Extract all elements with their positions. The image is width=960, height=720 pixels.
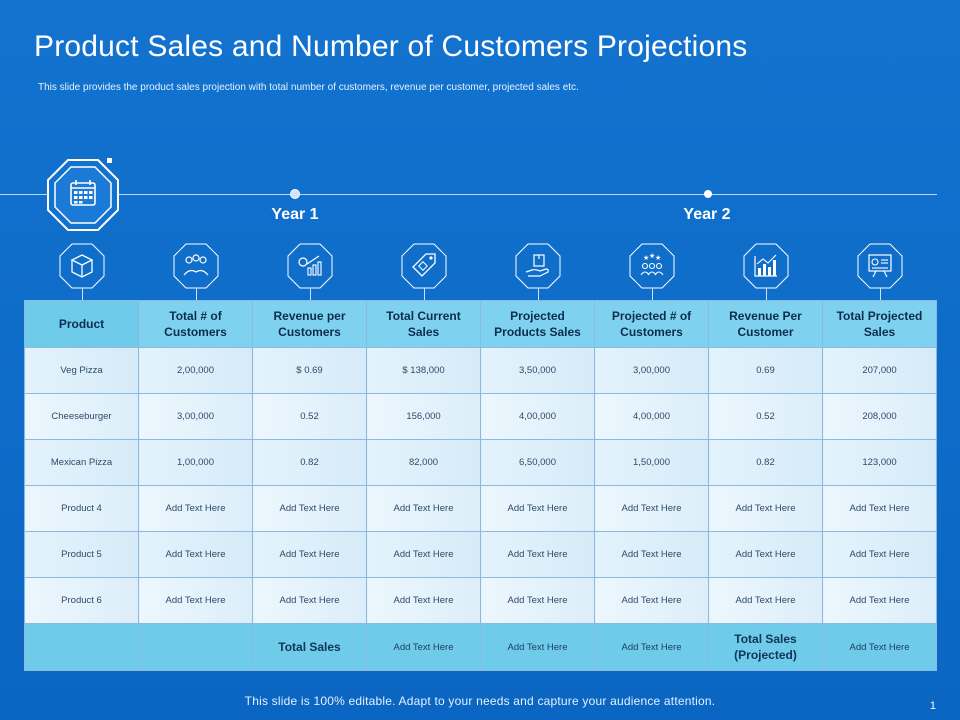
header-revenue-per-customers: Revenue per Customers: [252, 300, 367, 348]
table-cell: 0.52: [252, 393, 367, 440]
table-cell: 3,50,000: [480, 347, 595, 394]
header-projected-products-sales: Projected Products Sales: [480, 300, 595, 348]
header-product: Product: [24, 300, 139, 348]
table-cell: Product 4: [24, 485, 139, 532]
table-cell: Add Text Here: [138, 531, 253, 578]
svg-text:★: ★: [649, 252, 655, 260]
table-row: Cheeseburger 3,00,000 0.52 156,000 4,00,…: [24, 393, 937, 440]
header-total-projected-sales: Total Projected Sales: [822, 300, 937, 348]
table-cell: Veg Pizza: [24, 347, 139, 394]
table-header-row: Product Total # of Customers Revenue per…: [24, 300, 937, 348]
timeline-dot-year2: [704, 190, 712, 198]
header-projected-customers: Projected # of Customers: [594, 300, 709, 348]
table-cell: Add Text Here: [366, 577, 481, 624]
table-cell: Cheeseburger: [24, 393, 139, 440]
footer-cell: [24, 623, 139, 671]
slide-title: Product Sales and Number of Customers Pr…: [34, 30, 748, 63]
table-cell: 0.52: [708, 393, 823, 440]
table-cell: $ 0.69: [252, 347, 367, 394]
table-row: Product 4 Add Text Here Add Text Here Ad…: [24, 485, 937, 532]
table-cell: 123,000: [822, 439, 937, 486]
table-cell: Product 5: [24, 531, 139, 578]
table-cell: Add Text Here: [138, 485, 253, 532]
table-cell: 0.82: [252, 439, 367, 486]
header-total-current-sales: Total Current Sales: [366, 300, 481, 348]
svg-text:★: ★: [643, 254, 649, 262]
calendar-icon: [46, 158, 120, 232]
table-cell: Add Text Here: [480, 485, 595, 532]
presentation-board-icon: [856, 242, 904, 300]
table-row: Product 5 Add Text Here Add Text Here Ad…: [24, 531, 937, 578]
table-cell: Add Text Here: [708, 531, 823, 578]
svg-text:★: ★: [655, 254, 661, 262]
table-cell: Add Text Here: [708, 577, 823, 624]
table-cell: Add Text Here: [480, 531, 595, 578]
table-cell: Add Text Here: [480, 577, 595, 624]
year2-label: Year 2: [683, 206, 731, 223]
table-cell: Add Text Here: [366, 485, 481, 532]
header-revenue-per-customer: Revenue Per Customer: [708, 300, 823, 348]
table-cell: 4,00,000: [594, 393, 709, 440]
table-cell: Add Text Here: [252, 577, 367, 624]
table-cell: Mexican Pizza: [24, 439, 139, 486]
table-row: Product 6 Add Text Here Add Text Here Ad…: [24, 577, 937, 624]
total-sales-label: Total Sales: [252, 623, 367, 671]
table-cell: 0.69: [708, 347, 823, 394]
table-cell: 156,000: [366, 393, 481, 440]
product-hand-icon: [514, 242, 562, 300]
slide-subtitle: This slide provides the product sales pr…: [38, 82, 579, 93]
table-cell: Add Text Here: [594, 531, 709, 578]
total-sales-projected-label: Total Sales (Projected): [708, 623, 823, 671]
growth-chart-icon: [742, 242, 790, 300]
footer-cell: [138, 623, 253, 671]
table-cell: Product 6: [24, 577, 139, 624]
table-cell: Add Text Here: [252, 531, 367, 578]
footer-cell: Add Text Here: [822, 623, 937, 671]
table-cell: Add Text Here: [138, 577, 253, 624]
projections-table: Product Total # of Customers Revenue per…: [24, 300, 937, 671]
footer-note: This slide is 100% editable. Adapt to yo…: [244, 694, 716, 708]
table-cell: Add Text Here: [366, 531, 481, 578]
table-cell: 3,00,000: [138, 393, 253, 440]
table-cell: Add Text Here: [822, 577, 937, 624]
timeline-dot-year1: [291, 190, 299, 198]
table-cell: Add Text Here: [594, 485, 709, 532]
table-cell: 1,50,000: [594, 439, 709, 486]
team-stars-icon: ★ ★ ★: [628, 242, 676, 300]
table-row: Mexican Pizza 1,00,000 0.82 82,000 6,50,…: [24, 439, 937, 486]
table-cell: Add Text Here: [594, 577, 709, 624]
table-footer-row: Total Sales Add Text Here Add Text Here …: [24, 623, 937, 671]
table-cell: 3,00,000: [594, 347, 709, 394]
table-cell: Add Text Here: [708, 485, 823, 532]
table-cell: 1,00,000: [138, 439, 253, 486]
table-cell: Add Text Here: [822, 485, 937, 532]
footer-cell: Add Text Here: [594, 623, 709, 671]
table-cell: Add Text Here: [252, 485, 367, 532]
table-cell: 0.82: [708, 439, 823, 486]
header-total-customers: Total # of Customers: [138, 300, 253, 348]
footer-cell: Add Text Here: [366, 623, 481, 671]
revenue-chart-icon: [286, 242, 334, 300]
table-cell: 6,50,000: [480, 439, 595, 486]
table-cell: $ 138,000: [366, 347, 481, 394]
table-cell: 2,00,000: [138, 347, 253, 394]
timeline-line: [0, 194, 937, 195]
table-cell: Add Text Here: [822, 531, 937, 578]
price-tag-icon: [400, 242, 448, 300]
footer-cell: Add Text Here: [480, 623, 595, 671]
table-row: Veg Pizza 2,00,000 $ 0.69 $ 138,000 3,50…: [24, 347, 937, 394]
table-cell: 207,000: [822, 347, 937, 394]
table-cell: 82,000: [366, 439, 481, 486]
box-icon: [58, 242, 106, 300]
table-cell: 4,00,000: [480, 393, 595, 440]
page-number: 1: [929, 700, 936, 712]
year1-label: Year 1: [271, 206, 319, 223]
customers-icon: [172, 242, 220, 300]
table-cell: 208,000: [822, 393, 937, 440]
